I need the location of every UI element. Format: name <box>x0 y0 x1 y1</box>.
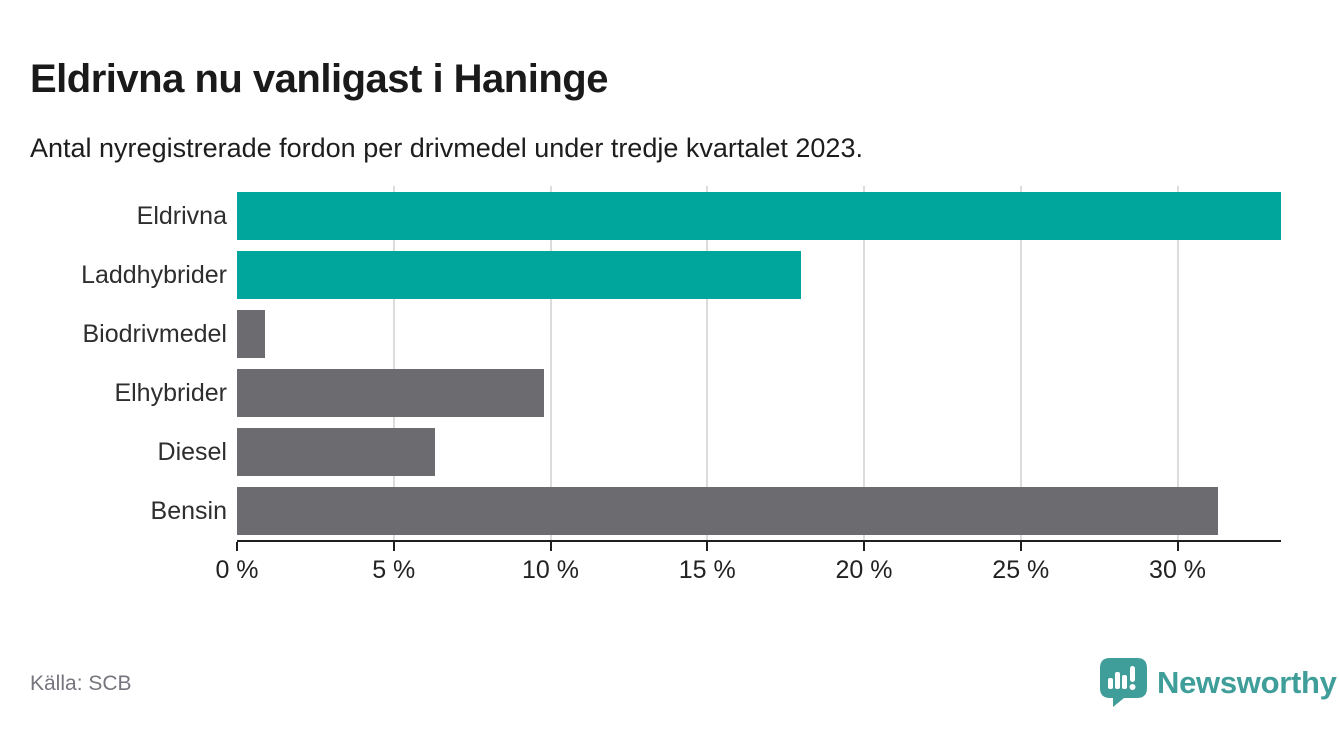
gridline <box>392 186 395 540</box>
gridline <box>1176 186 1179 540</box>
axis-tick <box>392 542 395 551</box>
gridline <box>549 186 552 540</box>
bar-diesel <box>237 428 435 476</box>
axis-tick-label: 15 % <box>678 556 736 584</box>
category-label: Diesel <box>157 438 227 466</box>
bar-elhybrider <box>237 369 545 417</box>
x-axis-line <box>237 540 1281 542</box>
axis-tick-label: 5 % <box>372 556 416 584</box>
gridline <box>863 186 866 540</box>
bar-biodrivmedel <box>237 310 266 358</box>
bar-eldrivna <box>237 192 1281 240</box>
axis-tick <box>236 542 238 551</box>
gridline <box>706 186 709 540</box>
category-label: Eldrivna <box>136 202 227 230</box>
axis-tick-label: 20 % <box>835 556 893 584</box>
axis-tick <box>549 542 552 551</box>
axis-tick <box>706 542 709 551</box>
source-note: Källa: SCB <box>30 672 132 695</box>
axis-tick <box>863 542 866 551</box>
category-label: Biodrivmedel <box>82 320 227 348</box>
bar-bensin <box>237 487 1219 535</box>
chart-subtitle: Antal nyregistrerade fordon per drivmede… <box>30 133 863 163</box>
category-label: Bensin <box>150 497 227 525</box>
axis-tick <box>1019 542 1022 551</box>
bar-laddhybrider <box>237 251 802 299</box>
newsworthy-logo: Newsworthy <box>1100 658 1337 707</box>
plot-area <box>237 186 1281 540</box>
category-label: Laddhybrider <box>81 261 227 289</box>
category-label: Elhybrider <box>114 379 227 407</box>
axis-tick-label: 0 % <box>215 556 259 584</box>
x-axis: 0 % 5 % 10 % 15 % 20 % 25 % 30 % <box>215 540 1281 600</box>
axis-tick-label: 30 % <box>1149 556 1207 584</box>
gridline <box>1019 186 1022 540</box>
axis-tick <box>1176 542 1179 551</box>
chart-title: Eldrivna nu vanligast i Haninge <box>30 56 608 101</box>
axis-tick-label: 25 % <box>992 556 1050 584</box>
axis-tick-label: 10 % <box>522 556 579 584</box>
brand-wordmark: Newsworthy <box>1157 664 1337 700</box>
category-labels: Eldrivna Laddhybrider Biodrivmedel Elhybrid… <box>0 186 227 540</box>
newsworthy-logo-icon <box>1100 658 1147 707</box>
